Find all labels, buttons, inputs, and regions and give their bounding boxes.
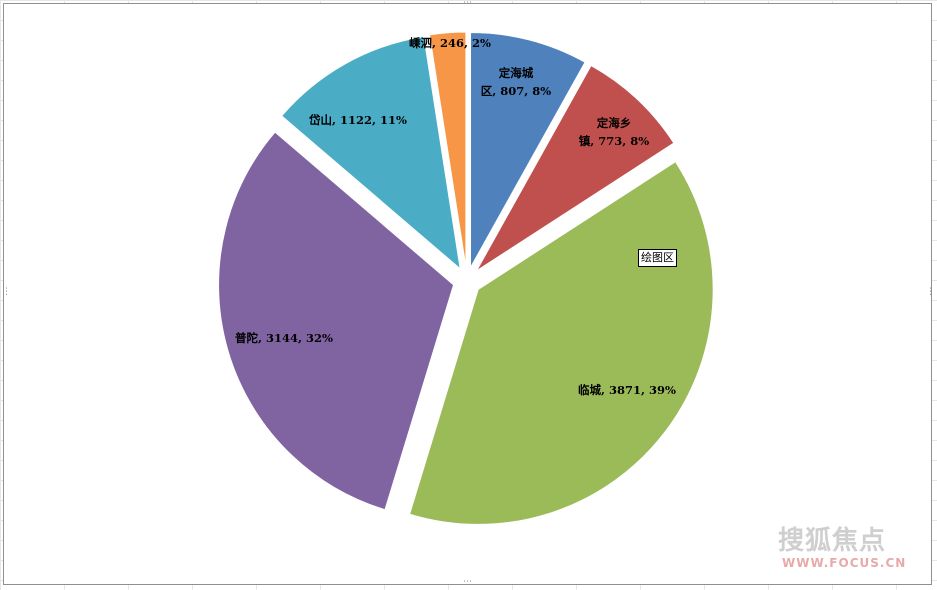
data-label-line: 临城, 3871, 39% [578, 383, 676, 397]
resize-handle-bottom[interactable]: ⋯ [463, 577, 472, 587]
watermark-en-text: WWW.FOCUS.CN [782, 556, 907, 570]
data-label-2[interactable]: 定海乡镇, 773, 8% [579, 116, 650, 148]
data-label-6[interactable]: 嵊泗, 246, 2% [409, 36, 491, 50]
pie-slice-3[interactable] [408, 161, 714, 525]
data-label-line: 岱山, 1122, 11% [308, 113, 407, 127]
resize-handle-left[interactable]: ⋮ [2, 287, 11, 297]
data-label-line: 定海城 [499, 66, 534, 80]
data-label-4[interactable]: 普陀, 3144, 32% [235, 331, 333, 345]
resize-handle-top[interactable]: ⋯ [463, 0, 472, 8]
pie-slice-5[interactable] [280, 36, 461, 271]
data-label-line: 镇, 773, 8% [579, 134, 650, 148]
data-label-1[interactable]: 定海城区, 807, 8% [481, 66, 552, 98]
data-label-5[interactable]: 岱山, 1122, 11% [308, 113, 407, 127]
data-label-line: 定海乡 [597, 116, 632, 130]
focus-watermark-logo: 搜狐焦点 WWW.FOCUS.CN [778, 518, 918, 580]
pie-slice-1[interactable] [470, 31, 586, 270]
pie-chart[interactable]: 定海城区, 807, 8% 定海乡镇, 773, 8% 临城, 3871, 39% 普… [4, 4, 933, 586]
data-labels: 定海城区, 807, 8% 定海乡镇, 773, 8% 临城, 3871, 39% 普… [235, 36, 676, 397]
data-label-line: 普陀, 3144, 32% [235, 331, 333, 345]
data-label-line: 区, 807, 8% [481, 84, 552, 98]
plot-area-tooltip: 绘图区 [638, 249, 677, 267]
resize-handle-right[interactable]: ⋮ [926, 287, 935, 297]
pie-slice-4[interactable] [218, 131, 455, 511]
pie-slice-2[interactable] [476, 64, 675, 272]
data-label-3[interactable]: 临城, 3871, 39% [578, 383, 676, 397]
watermark-cn-text: 搜狐焦点 [778, 526, 887, 556]
data-label-line: 嵊泗, 246, 2% [409, 36, 491, 50]
pie-slices [218, 31, 714, 525]
pie-slice-6[interactable] [429, 31, 467, 268]
